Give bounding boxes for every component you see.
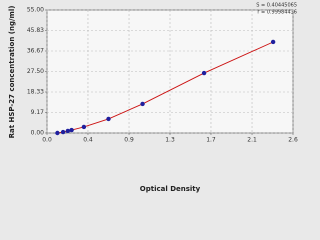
y-tick-label: 45.83 xyxy=(27,27,44,34)
x-tick-label: 1.7 xyxy=(206,137,216,144)
data-point xyxy=(55,130,60,136)
data-point xyxy=(69,127,74,133)
chart: Optical Density Rat HSP-27 concentration… xyxy=(8,2,298,193)
y-tick-label: 36.67 xyxy=(27,47,44,54)
x-tick-label: 1.3 xyxy=(165,137,175,144)
data-point xyxy=(81,124,87,130)
x-tick-label: 0.9 xyxy=(124,137,134,144)
annotation: r = 0.99984436 xyxy=(257,10,297,16)
annotation: S = 0.40445065 xyxy=(256,3,297,9)
x-tick-label: 2.1 xyxy=(247,137,257,144)
y-tick-label: 18.33 xyxy=(27,89,44,96)
data-point xyxy=(201,70,207,76)
data-point xyxy=(65,128,71,134)
data-point xyxy=(140,101,145,107)
x-tick-label: 0.4 xyxy=(83,137,93,144)
x-tick-label: 2.6 xyxy=(288,137,298,144)
data-point xyxy=(106,116,111,122)
data-point xyxy=(60,129,66,135)
x-tick-label: 0.0 xyxy=(42,137,52,144)
y-tick-label: 27.50 xyxy=(27,68,44,75)
data-point xyxy=(270,39,276,45)
y-tick-label: 55.00 xyxy=(27,7,44,14)
y-tick-label: 9.17 xyxy=(31,109,45,116)
y-tick-label: 0.00 xyxy=(31,130,45,137)
x-axis-title: Optical Density xyxy=(140,185,201,193)
y-axis-title: Rat HSP-27 concentration (ng/ml) xyxy=(8,6,16,139)
